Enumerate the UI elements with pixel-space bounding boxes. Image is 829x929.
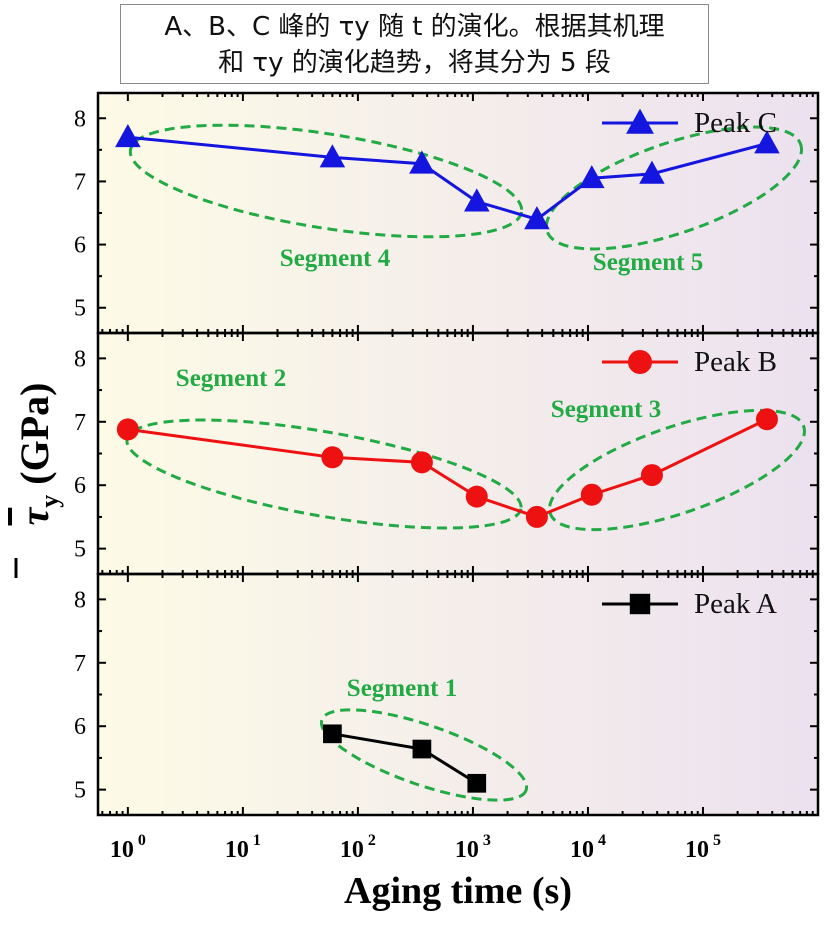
x-tick-label-exponent: 3 <box>483 832 491 849</box>
legend-marker <box>626 108 654 134</box>
legend-marker <box>629 593 651 615</box>
legend-label: Peak B <box>694 346 777 378</box>
y-tick-label: 5 <box>74 296 86 322</box>
y-tick-label: 6 <box>74 714 86 740</box>
x-tick-label: 10 <box>685 837 709 863</box>
segment-ellipse <box>128 123 524 239</box>
data-point <box>580 483 603 506</box>
data-point <box>410 451 433 474</box>
x-tick-label-exponent: 1 <box>253 832 261 849</box>
x-tick-label-exponent: 5 <box>713 832 721 849</box>
segment-label: Segment 2 <box>176 365 286 392</box>
data-point <box>464 188 490 212</box>
data-point <box>755 408 778 431</box>
y-axis-label-symbol: τ <box>12 506 57 525</box>
y-tick-label: 5 <box>74 778 86 804</box>
data-point <box>579 165 605 189</box>
caption-line-1: A、B、C 峰的 τy 随 t 的演化。根据其机理 <box>164 12 665 42</box>
data-point <box>467 773 487 793</box>
data-point <box>640 464 663 487</box>
segment-label: Segment 4 <box>280 245 391 272</box>
data-point <box>465 485 488 508</box>
segment-ellipse <box>548 408 806 532</box>
segment-ellipse <box>319 708 529 802</box>
data-point <box>524 206 550 230</box>
data-point <box>115 124 141 148</box>
x-tick-label: 10 <box>455 837 479 863</box>
y-tick-label: 8 <box>74 587 86 613</box>
y-tick-label: 8 <box>74 106 86 132</box>
segment-ellipse <box>544 125 804 251</box>
y-axis-label: τy (GPa) <box>12 383 64 578</box>
y-axis-label-subscript: y <box>35 495 64 508</box>
x-axis-label: Aging time (s) <box>344 870 572 912</box>
data-point <box>412 739 432 759</box>
y-tick-label: 6 <box>74 473 86 499</box>
caption-box: A、B、C 峰的 τy 随 t 的演化。根据其机理 和 τy 的演化趋势，将其分… <box>120 4 709 84</box>
y-tick-label: 6 <box>74 233 86 259</box>
x-tick-label: 10 <box>340 837 364 863</box>
x-tick-label-exponent: 4 <box>598 832 606 849</box>
y-tick-label: 7 <box>74 410 86 436</box>
y-tick-label: 7 <box>74 651 86 677</box>
legend-label: Peak C <box>694 107 777 139</box>
data-point <box>639 160 665 184</box>
y-axis-label-unit: (GPa) <box>12 383 57 495</box>
x-tick-label-exponent: 0 <box>138 832 146 849</box>
data-point <box>116 418 139 441</box>
data-point <box>525 505 548 528</box>
legend-marker <box>628 350 652 374</box>
x-tick-label: 10 <box>110 837 134 863</box>
y-axis-label-text: τy (GPa) <box>12 383 64 526</box>
x-tick-label: 10 <box>570 837 594 863</box>
x-tick-label-exponent: 2 <box>368 832 376 849</box>
y-tick-label: 5 <box>74 537 86 563</box>
series-line <box>127 135 768 221</box>
data-point <box>323 724 342 744</box>
data-point <box>409 150 435 174</box>
legend-label: Peak A <box>694 588 777 620</box>
data-point <box>754 130 780 154</box>
segment-label: Segment 1 <box>347 675 457 702</box>
y-tick-label: 8 <box>74 346 86 372</box>
y-tick-label: 7 <box>74 169 86 195</box>
caption-line-2: 和 τy 的演化趋势，将其分为 5 段 <box>218 48 611 78</box>
x-tick-label: 10 <box>225 837 249 863</box>
data-point <box>319 144 346 168</box>
data-point <box>321 446 344 469</box>
segment-label: Segment 3 <box>551 396 661 423</box>
segment-label: Segment 5 <box>593 249 703 276</box>
